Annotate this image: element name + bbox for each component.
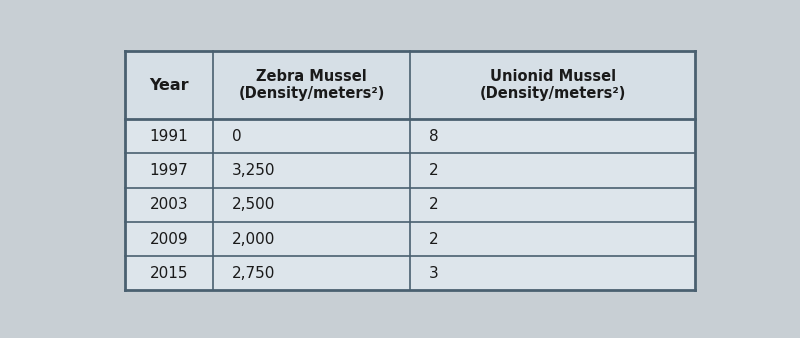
Text: 2: 2 <box>429 163 438 178</box>
Text: 3,250: 3,250 <box>232 163 275 178</box>
Text: Unionid Mussel
(Density/meters²): Unionid Mussel (Density/meters²) <box>479 69 626 101</box>
Text: Year: Year <box>149 78 189 93</box>
Text: 2: 2 <box>429 197 438 212</box>
Text: 2,500: 2,500 <box>232 197 275 212</box>
Text: 2,750: 2,750 <box>232 266 275 281</box>
Text: Zebra Mussel
(Density/meters²): Zebra Mussel (Density/meters²) <box>238 69 385 101</box>
Text: 2,000: 2,000 <box>232 232 275 246</box>
Text: 2003: 2003 <box>150 197 188 212</box>
Text: 2: 2 <box>429 232 438 246</box>
Text: 1997: 1997 <box>150 163 188 178</box>
Text: 8: 8 <box>429 129 438 144</box>
Text: 1991: 1991 <box>150 129 188 144</box>
Text: 2009: 2009 <box>150 232 188 246</box>
Text: 0: 0 <box>232 129 242 144</box>
Text: 2015: 2015 <box>150 266 188 281</box>
Text: 3: 3 <box>429 266 438 281</box>
